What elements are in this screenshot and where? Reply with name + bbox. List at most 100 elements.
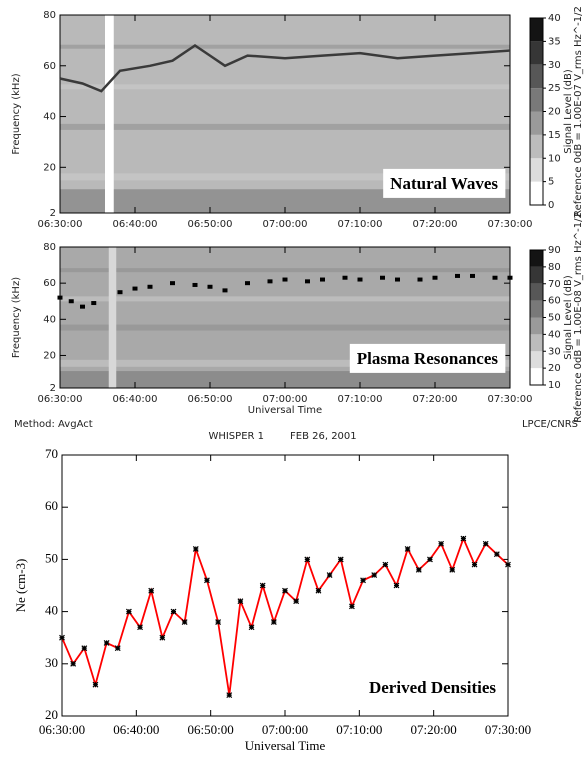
colorbar-tick-label: 20: [548, 107, 561, 118]
density-marker: [181, 619, 188, 625]
x-tick-label: 07:30:00: [485, 722, 531, 737]
colorbar-reference: Reference 0dB = 1.00E-07 V_rms Hz^-1/2: [573, 6, 584, 217]
annotation-box: [349, 343, 506, 373]
annotation-box: [383, 168, 506, 198]
colorbar-step: [530, 64, 543, 89]
x-tick-label: 06:40:00: [113, 219, 158, 230]
resonance-marker: [57, 295, 63, 300]
density-marker: [215, 619, 222, 625]
colorbar-tick-label: 30: [548, 60, 561, 71]
resonance-marker: [80, 304, 85, 309]
x-tick-label: 06:50:00: [188, 394, 233, 405]
data-gap: [105, 15, 114, 213]
spectrogram-low-band: [60, 371, 510, 388]
y-tick-label: 70: [45, 446, 58, 461]
resonance-marker: [245, 281, 250, 286]
y-tick-label: 2: [50, 208, 56, 219]
y-tick-label: 2: [50, 383, 56, 394]
density-marker: [59, 634, 65, 641]
colorbar-step: [530, 88, 543, 112]
annotation: Derived Densities: [369, 678, 496, 697]
y-tick-label: 60: [43, 278, 56, 289]
density-marker: [315, 587, 322, 594]
spectrogram-texture: [60, 44, 510, 49]
density-marker: [114, 645, 121, 652]
x-tick-label: 07:10:00: [338, 394, 383, 405]
spectrogram-texture: [60, 359, 510, 367]
density-marker: [170, 608, 177, 615]
x-tick-label: 06:30:00: [39, 722, 85, 737]
x-axis-label: Universal Time: [245, 738, 326, 753]
y-tick-label: 50: [45, 550, 58, 565]
x-tick-label: 07:00:00: [263, 394, 308, 405]
density-marker: [415, 566, 422, 573]
density-marker: [103, 639, 110, 646]
y-tick-label: 60: [45, 498, 58, 513]
x-axis-label: Universal Time: [248, 405, 322, 416]
density-marker: [493, 551, 500, 558]
density-marker: [471, 561, 478, 568]
resonance-marker: [267, 279, 273, 284]
x-tick-label: 07:30:00: [488, 394, 533, 405]
density-marker: [348, 603, 355, 610]
y-tick-label: 60: [43, 61, 56, 72]
colorbar-tick-label: 40: [548, 329, 561, 340]
x-tick-label: 07:20:00: [413, 394, 458, 405]
colorbar-tick-label: 10: [548, 380, 561, 391]
emission-line: [59, 43, 511, 93]
y-tick-label: 20: [43, 162, 56, 173]
colorbar-tick-label: 90: [548, 245, 561, 256]
spectrogram-texture: [60, 268, 510, 273]
density-marker: [237, 598, 244, 605]
instrument-label: WHISPER 1: [208, 431, 264, 442]
date-label: FEB 26, 2001: [290, 431, 357, 442]
y-tick-label: 40: [43, 314, 56, 325]
resonance-marker: [357, 277, 363, 282]
density-marker: [259, 582, 266, 589]
density-marker: [482, 540, 489, 547]
density-marker: [270, 619, 277, 625]
resonance-marker: [507, 275, 513, 280]
y-tick-label: 40: [45, 603, 58, 618]
colorbar-reference: Reference 0dB = 1.00E-08 V_rms Hz^-1/2: [573, 212, 584, 423]
colorbar-step: [530, 18, 543, 42]
colorbar-tick-label: 15: [548, 130, 561, 141]
resonance-marker: [222, 288, 228, 293]
plot-frame: [61, 454, 509, 717]
y-tick-label: 30: [45, 655, 58, 670]
resonance-marker: [282, 277, 288, 282]
density-marker: [248, 624, 255, 631]
density-marker: [460, 535, 467, 542]
density-marker: [427, 556, 433, 563]
resonance-marker: [117, 290, 123, 295]
resonance-marker: [207, 284, 213, 289]
density-marker: [293, 598, 300, 605]
credit-label: LPCE/CNRS: [522, 419, 578, 430]
x-tick-label: 06:30:00: [38, 219, 83, 230]
y-tick-label: 20: [45, 707, 58, 722]
x-tick-label: 07:00:00: [262, 722, 308, 737]
colorbar-tick-label: 0: [548, 200, 554, 211]
spectrogram-texture: [60, 324, 510, 331]
density-marker: [360, 577, 366, 584]
density-line: [61, 536, 509, 696]
colorbar-tick-label: 60: [548, 296, 561, 307]
data-gap: [108, 247, 117, 388]
spectrogram-texture: [60, 296, 510, 302]
spectrogram-texture: [60, 173, 510, 181]
density-marker: [70, 660, 77, 667]
density-marker: [159, 634, 166, 641]
y-axis-label: Ne (cm-3): [13, 559, 28, 613]
x-tick-label: 07:00:00: [263, 219, 308, 230]
density-marker: [393, 582, 400, 589]
annotation: Plasma Resonances: [357, 349, 499, 368]
density-marker: [337, 556, 344, 563]
resonance-marker: [455, 273, 460, 278]
colorbar-tick-label: 5: [548, 177, 554, 188]
colorbar-tick-label: 30: [548, 346, 561, 357]
density-marker: [137, 624, 143, 631]
resonance-marker: [305, 279, 310, 284]
colorbar-label: Signal Level (dB): [563, 275, 574, 360]
